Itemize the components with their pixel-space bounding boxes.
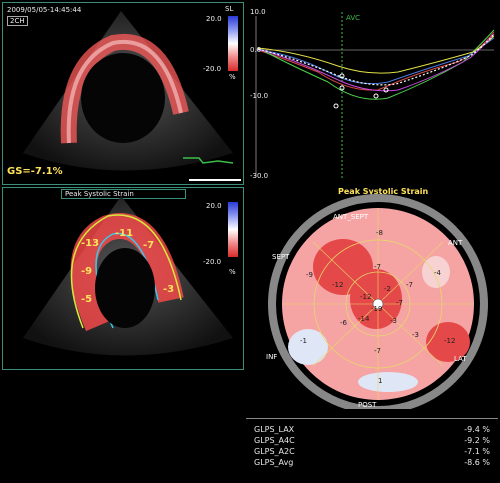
segment-value: -5 xyxy=(81,294,93,305)
segment-value: -7 xyxy=(143,240,155,251)
table-row: GLPS_Avg -8.6 % xyxy=(254,458,490,467)
y-axis-bottom: -30.0 xyxy=(250,172,269,180)
segment-value: 1 xyxy=(378,377,383,385)
segment-value: -7 xyxy=(374,263,381,271)
color-scale-bar xyxy=(228,16,238,71)
bullseye-title: Peak Systolic Strain xyxy=(338,187,429,196)
top-echo-panel[interactable]: 2009/05/05-14:45:44 2CH SL 20.0 -20.0 % … xyxy=(2,2,244,185)
strain-curves-plot xyxy=(255,12,495,180)
bottom-echo-image xyxy=(23,196,233,356)
bullseye-panel[interactable]: Peak Systolic Strain ANT_SEPT ANT SEPT L… xyxy=(248,187,498,409)
segment-value: -3 xyxy=(412,331,419,339)
y-axis-lower: -10.0 xyxy=(250,92,269,100)
sl-label: SL xyxy=(225,5,234,13)
color-scale-bar xyxy=(228,202,238,257)
segment-value: -2 xyxy=(384,285,391,293)
glps-table: GLPS_LAX -9.4 % GLPS_A4C -9.2 % GLPS_A2C -7… xyxy=(246,418,498,482)
segment-value: -12 xyxy=(332,281,344,289)
region-label: POST xyxy=(358,401,377,409)
scale-min: -20.0 xyxy=(203,258,222,266)
region-label: ANT_SEPT xyxy=(333,213,369,221)
scale-max: 20.0 xyxy=(206,202,222,210)
segment-value: -3 xyxy=(163,284,175,295)
top-echo-image xyxy=(23,11,241,181)
segment-value: -7 xyxy=(374,347,381,355)
segment-value: -14 xyxy=(358,315,370,323)
timestamp: 2009/05/05-14:45:44 xyxy=(7,6,82,14)
avc-marker: AVC xyxy=(346,14,361,22)
bottom-echo-panel[interactable]: Peak Systolic Strain -13 -11 -7 -9 -5 -3… xyxy=(2,187,244,370)
segment-value: -9 xyxy=(81,266,93,277)
scale-max: 20.0 xyxy=(206,15,222,23)
scale-min: -20.0 xyxy=(203,65,222,73)
segment-value: -7 xyxy=(396,299,403,307)
region-label: INF xyxy=(266,353,278,361)
region-label: LAT xyxy=(454,355,467,363)
y-axis-zero: 0.0 xyxy=(250,46,262,54)
segment-value: -7 xyxy=(406,281,413,289)
table-row: GLPS_A4C -9.2 % xyxy=(254,436,490,445)
segment-value: -3 xyxy=(390,317,397,325)
global-strain: GS=-7.1% xyxy=(7,166,63,177)
segment-value: -13 xyxy=(81,238,100,249)
percent-label: % xyxy=(229,73,236,81)
segment-value: -4 xyxy=(434,269,441,277)
bullseye-chart xyxy=(268,194,488,409)
segment-value: -12 xyxy=(444,337,456,345)
bottom-title: Peak Systolic Strain xyxy=(61,189,186,199)
region-label: ANT xyxy=(448,239,463,247)
view-label: 2CH xyxy=(7,16,28,26)
table-row: GLPS_A2C -7.1 % xyxy=(254,447,490,456)
segment-value: -6 xyxy=(340,319,347,327)
strain-curves-panel[interactable]: 10.0 0.0 -10.0 -30.0 AVC xyxy=(248,2,498,185)
segment-value: -9 xyxy=(306,271,313,279)
segment-value: -1 xyxy=(300,337,307,345)
segment-value: -8 xyxy=(376,229,383,237)
segment-value: -11 xyxy=(115,228,134,239)
segment-value: -12 xyxy=(360,293,372,301)
table-row: GLPS_LAX -9.4 % xyxy=(254,425,490,434)
y-axis-top: 10.0 xyxy=(250,8,266,16)
percent-label: % xyxy=(229,268,236,276)
segment-value: -19 xyxy=(371,305,383,313)
region-label: SEPT xyxy=(272,253,290,261)
